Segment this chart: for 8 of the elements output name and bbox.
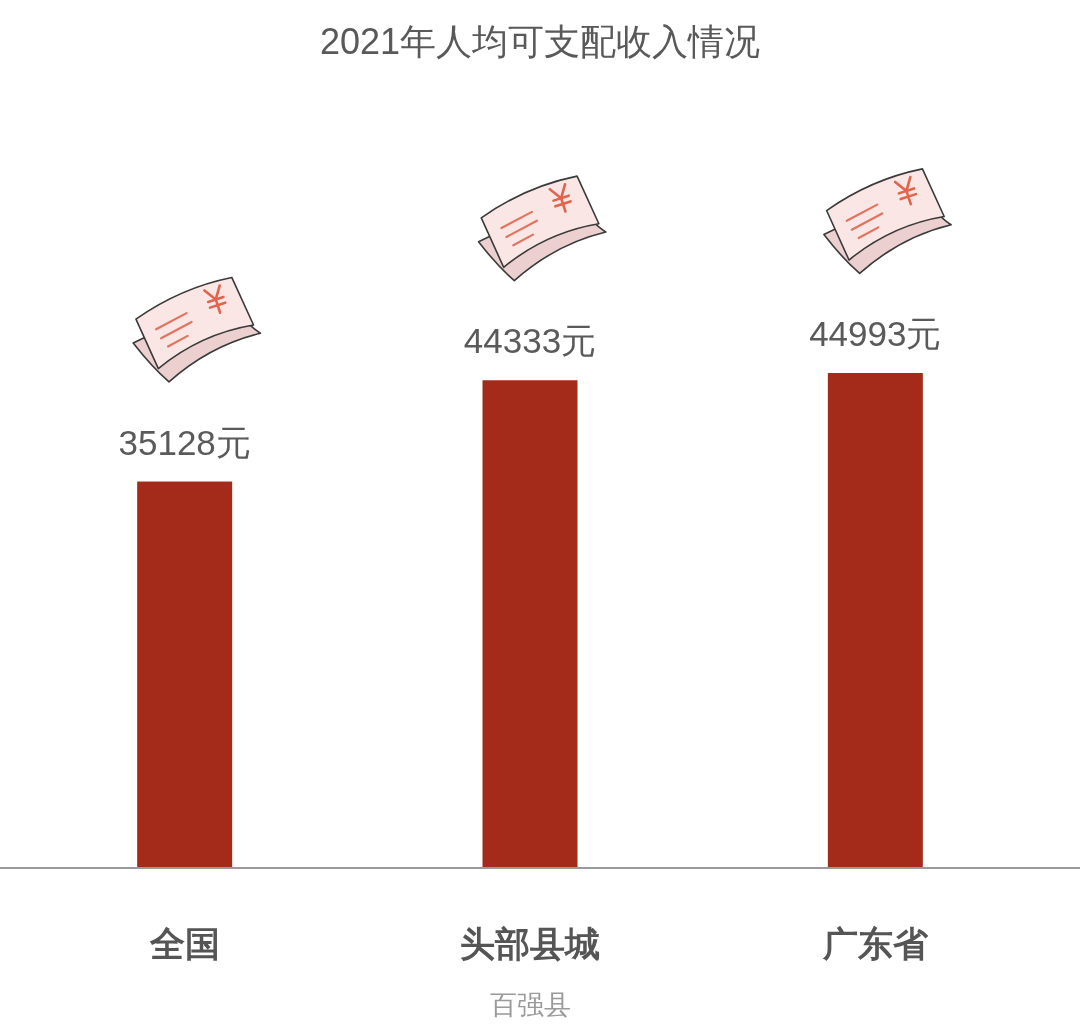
value-label: 44333元 bbox=[463, 321, 597, 361]
category: 头部县城 bbox=[460, 924, 600, 963]
category: 全国 bbox=[149, 924, 220, 963]
title: 2021年人均可支配收入情况 bbox=[319, 21, 761, 62]
annotation: 百强县 bbox=[489, 990, 571, 1020]
value-label: 35128元 bbox=[118, 422, 251, 462]
category: 广东省 bbox=[822, 924, 928, 963]
value-label: 44993元 bbox=[809, 314, 942, 353]
